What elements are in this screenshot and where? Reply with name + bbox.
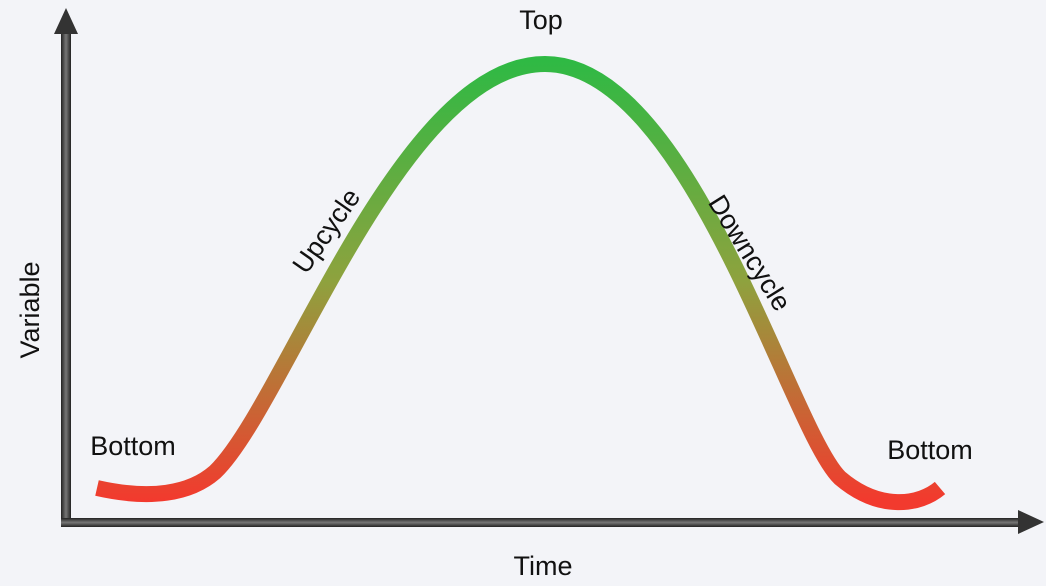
x-axis <box>61 518 1021 527</box>
x-axis-label: Time <box>514 551 573 581</box>
y-axis <box>61 30 71 526</box>
top-label: Top <box>519 5 563 35</box>
bottom-right-label: Bottom <box>887 435 973 465</box>
y-axis-arrow <box>54 8 78 34</box>
x-axis-arrow <box>1018 510 1044 534</box>
cycle-curve <box>95 55 946 511</box>
bottom-left-label: Bottom <box>90 431 176 461</box>
y-axis-label: Variable <box>15 261 45 358</box>
